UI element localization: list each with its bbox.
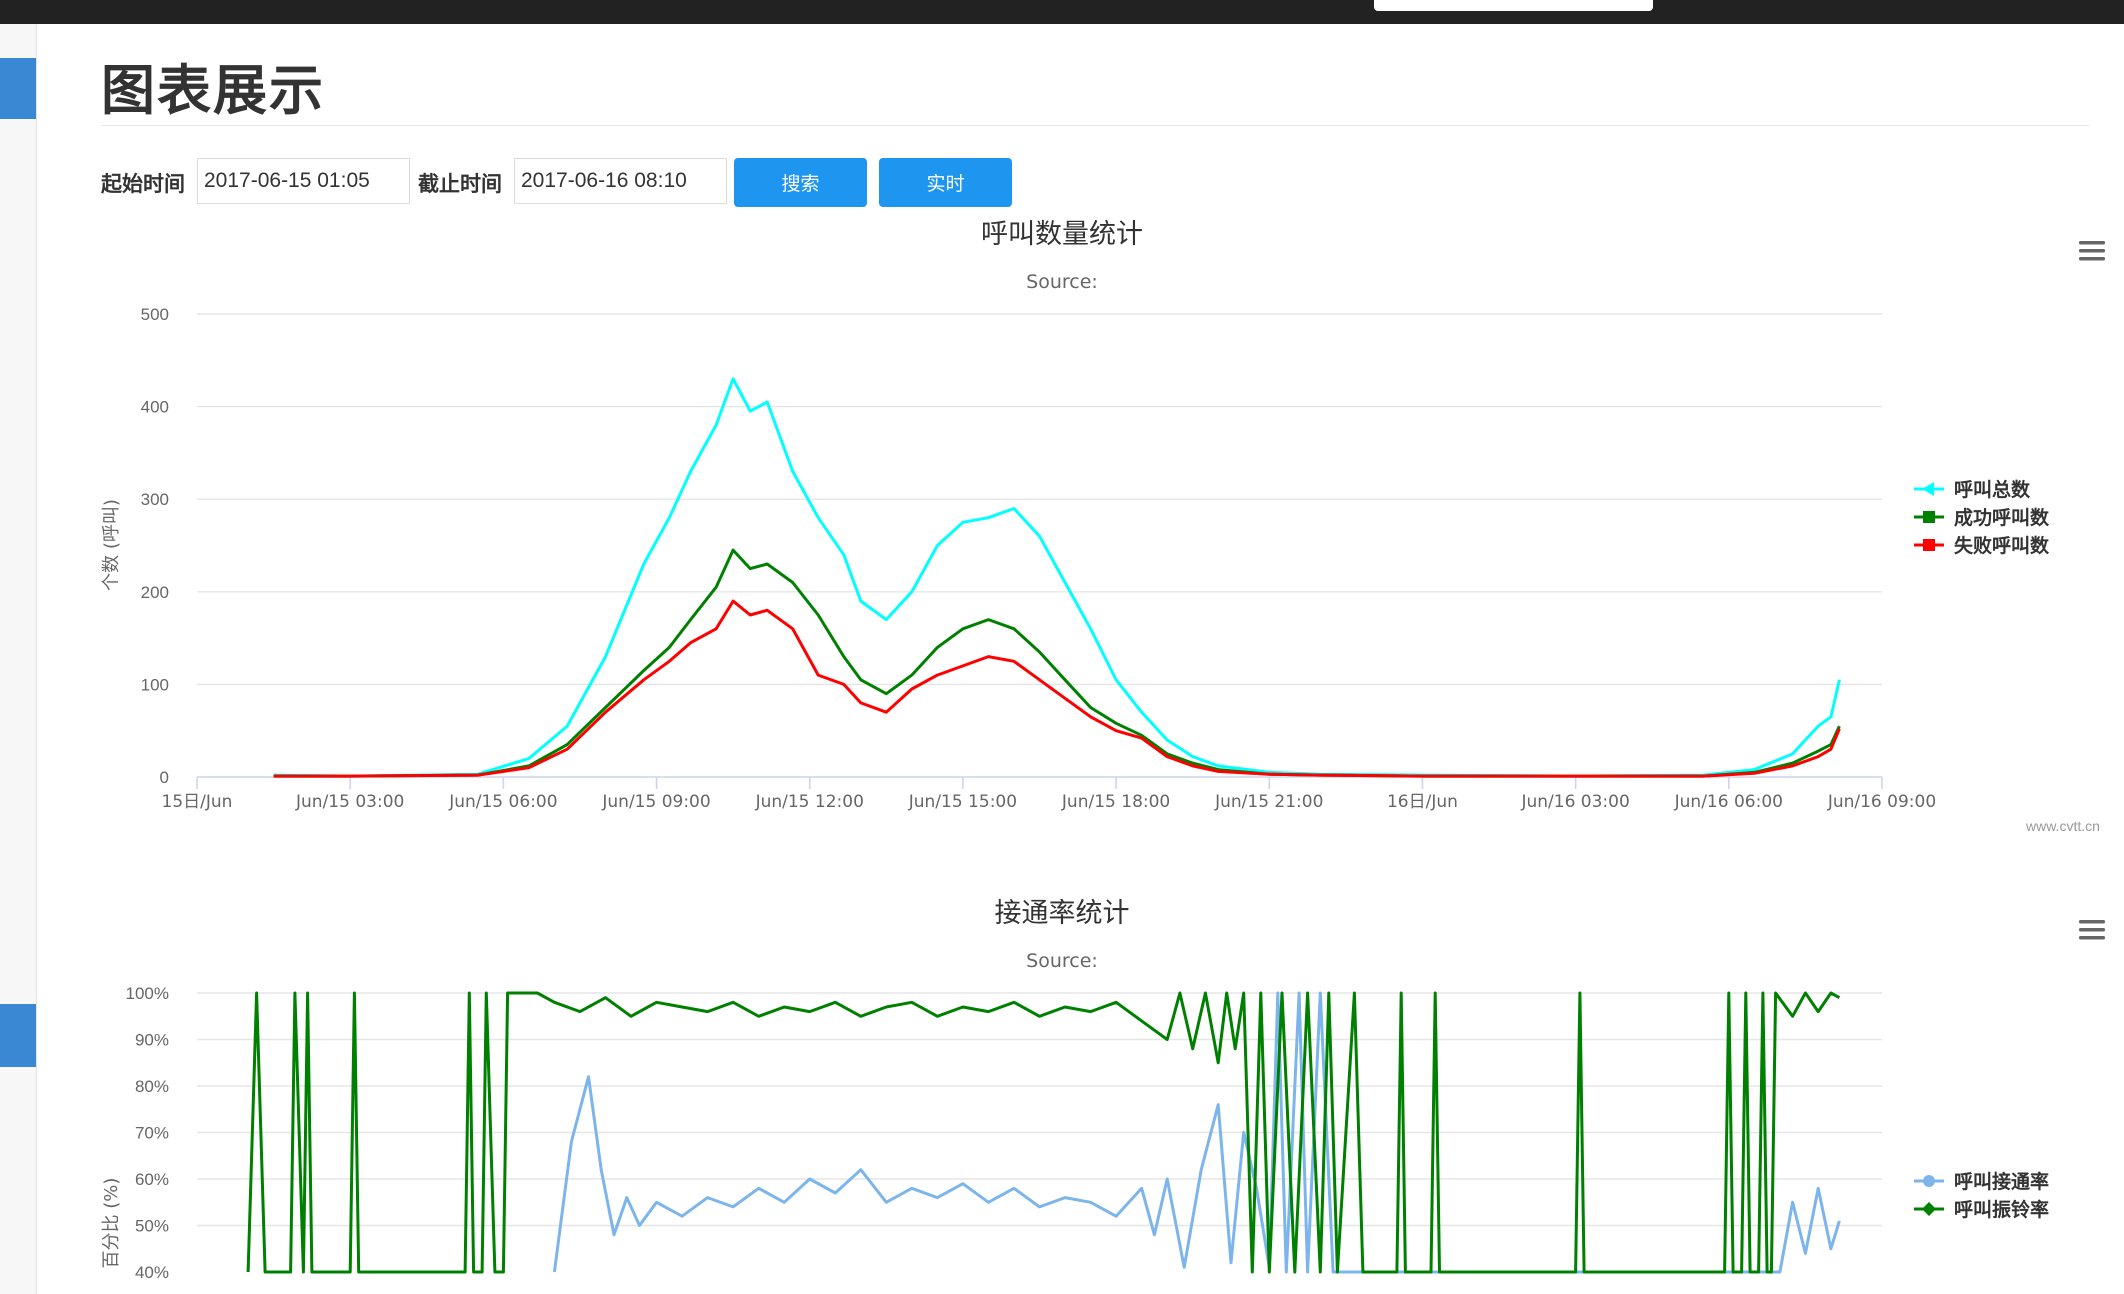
y-tick-label: 90%	[135, 1031, 169, 1050]
x-tick-label: 15日/Jun	[162, 792, 233, 812]
y-tick-label: 50%	[135, 1217, 169, 1236]
legend-marker[interactable]	[1922, 482, 1934, 496]
legend-marker[interactable]	[1922, 1202, 1936, 1216]
y-tick-label: 100	[141, 675, 169, 694]
chart-subtitle: Source:	[1026, 271, 1098, 293]
top-nav-bar	[0, 0, 2124, 24]
sidebar-tab-top[interactable]	[0, 58, 36, 119]
series-line-3	[273, 599, 1841, 778]
y-tick-label: 0	[160, 768, 169, 787]
series-line-1	[273, 377, 1841, 778]
menu-bar[interactable]	[2079, 936, 2105, 940]
end-time-input[interactable]	[514, 158, 727, 204]
x-tick-label: Jun/15 06:00	[448, 792, 557, 812]
top-search-box[interactable]	[1374, 0, 1653, 11]
x-tick-label: Jun/15 12:00	[755, 792, 864, 812]
menu-bar[interactable]	[2079, 241, 2105, 245]
legend-item-1[interactable]: 呼叫接通率	[1914, 1170, 2049, 1193]
start-time-label: 起始时间	[101, 172, 185, 196]
start-time-input[interactable]	[197, 158, 410, 204]
chart-menu-icon[interactable]	[2079, 920, 2105, 940]
menu-bar[interactable]	[2079, 257, 2105, 261]
x-tick-label: Jun/15 03:00	[295, 792, 404, 812]
y-tick-label: 200	[141, 583, 169, 602]
realtime-button[interactable]: 实时	[879, 158, 1012, 207]
sidebar-tab-bottom[interactable]	[0, 1004, 36, 1067]
legend-label[interactable]: 呼叫振铃率	[1954, 1198, 2049, 1221]
x-tick-label: Jun/15 18:00	[1061, 792, 1170, 812]
y-tick-label: 100%	[126, 984, 169, 1003]
connect-rate-chart: 接通率统计 Source: 40% 50% 60% 70% 80% 90% 100% 百分比 (%…	[101, 898, 2105, 1282]
page-title: 图表展示	[101, 59, 325, 122]
x-tick-label: 16日/Jun	[1387, 792, 1458, 812]
x-tick-label: Jun/16 03:00	[1520, 792, 1629, 812]
x-tick-label: Jun/15 21:00	[1214, 792, 1323, 812]
chart-title: 接通率统计	[995, 898, 1130, 929]
chart-menu-icon[interactable]	[2079, 241, 2105, 261]
y-tick-label: 40%	[135, 1263, 169, 1282]
y-axis-label: 百分比 (%)	[101, 1178, 122, 1269]
x-tick-label: Jun/15 15:00	[908, 792, 1017, 812]
title-divider	[101, 125, 2089, 126]
x-tick-label: Jun/16 06:00	[1674, 792, 1783, 812]
legend-item-3[interactable]: 失败呼叫数	[1914, 534, 2050, 557]
legend-marker[interactable]	[1923, 511, 1935, 523]
end-time-label: 截止时间	[418, 172, 502, 196]
search-button[interactable]: 搜索	[734, 158, 867, 207]
chart-subtitle: Source:	[1026, 950, 1098, 972]
call-count-chart: 呼叫数量统计 Source: 0 100 200 300 400 500 个数 (呼叫) 15日/…	[101, 219, 2105, 812]
chart-title: 呼叫数量统计	[981, 219, 1143, 250]
legend-item-1[interactable]: 呼叫总数	[1914, 478, 2031, 501]
y-tick-label: 80%	[135, 1077, 169, 1096]
legend-item-2[interactable]: 成功呼叫数	[1914, 506, 2050, 529]
menu-bar[interactable]	[2079, 920, 2105, 924]
series-line-2	[273, 548, 1841, 778]
y-tick-label: 400	[141, 398, 169, 417]
sidebar	[0, 24, 37, 1294]
legend-label[interactable]: 呼叫接通率	[1954, 1170, 2049, 1193]
chart-credit[interactable]: www.cvtt.cn	[2026, 818, 2100, 834]
x-tick-label: Jun/15 09:00	[601, 792, 710, 812]
legend-label[interactable]: 失败呼叫数	[1954, 534, 2050, 557]
y-axis-label: 个数 (呼叫)	[101, 499, 122, 591]
x-tick-label: Jun/16 09:00	[1827, 792, 1936, 812]
legend-marker[interactable]	[1923, 1175, 1935, 1187]
legend-marker[interactable]	[1923, 539, 1935, 551]
y-tick-label: 70%	[135, 1124, 169, 1143]
legend-label[interactable]: 呼叫总数	[1954, 478, 2031, 501]
y-tick-label: 60%	[135, 1170, 169, 1189]
menu-bar[interactable]	[2079, 249, 2105, 253]
legend-label[interactable]: 成功呼叫数	[1954, 506, 2050, 529]
y-tick-label: 300	[141, 490, 169, 509]
legend-item-2[interactable]: 呼叫振铃率	[1914, 1198, 2049, 1221]
series-line-1	[552, 991, 1841, 1274]
y-tick-label: 500	[141, 305, 169, 324]
series-line-2	[246, 991, 1841, 1274]
menu-bar[interactable]	[2079, 928, 2105, 932]
